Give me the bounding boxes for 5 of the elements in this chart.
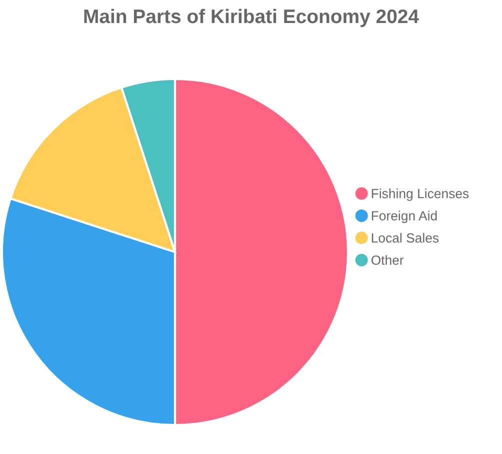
legend-label: Fishing Licenses [372,188,469,201]
legend-label: Other [371,255,404,265]
legend-label: Local Sales [372,232,439,243]
legend-label: Foreign Aid [372,210,437,224]
chart-title: Main Parts of Kiribati Economy 2024 [84,8,419,28]
